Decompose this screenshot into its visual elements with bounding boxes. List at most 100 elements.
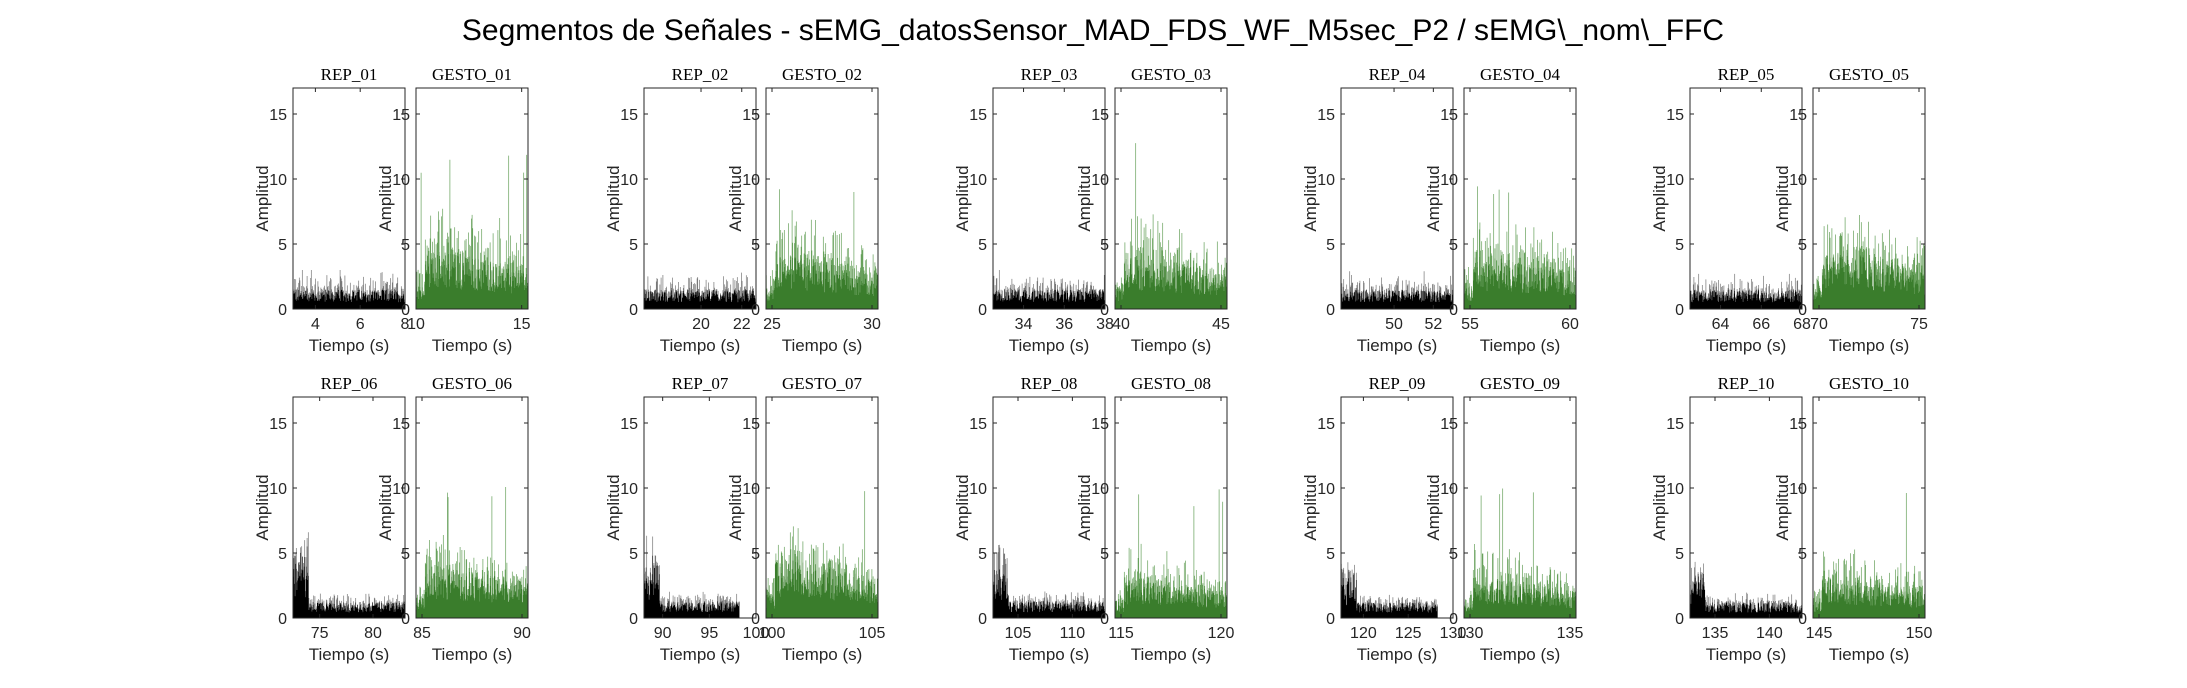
- x-tick-label: 80: [364, 625, 382, 642]
- x-tick-label: 50: [1385, 316, 1403, 333]
- x-axis-label: Tiempo (s): [782, 645, 863, 664]
- y-tick-label: 5: [629, 546, 638, 563]
- subplot-rep-01: 0 5 10 15 4 6 8 REP_01 Tiempo (s) Amplitud: [253, 65, 410, 355]
- subplot-gesto-01: 0 5 10 15 10 15 GESTO_01 Tiempo (s) Amplitud: [376, 65, 531, 355]
- x-axis-label: Tiempo (s): [1706, 336, 1787, 355]
- x-tick-label: 68: [1793, 316, 1811, 333]
- y-tick-label: 15: [1091, 416, 1109, 433]
- y-tick-label: 15: [969, 107, 987, 124]
- y-tick-label: 0: [1675, 611, 1684, 628]
- y-tick-label: 0: [1326, 611, 1335, 628]
- y-tick-label: 5: [1675, 546, 1684, 563]
- subplot-gesto-08: 0 5 10 15 115 120 GESTO_08 Tiempo (s) Amplitud: [1075, 374, 1234, 664]
- y-axis-label: Amplitud: [1075, 474, 1094, 540]
- x-axis-label: Tiempo (s): [1009, 645, 1090, 664]
- x-tick-label: 75: [311, 625, 329, 642]
- y-tick-label: 15: [1440, 416, 1458, 433]
- y-tick-label: 15: [1317, 107, 1335, 124]
- y-tick-label: 0: [278, 611, 287, 628]
- y-axis-label: Amplitud: [1650, 474, 1669, 540]
- y-tick-label: 5: [278, 546, 287, 563]
- subplot-rep-02: 0 5 10 15 20 22 REP_02 Tiempo (s) Amplitud: [604, 65, 757, 355]
- x-tick-label: 25: [763, 316, 781, 333]
- subplot-title: GESTO_03: [1131, 65, 1211, 84]
- x-tick-label: 52: [1424, 316, 1442, 333]
- subplot-title: REP_08: [1021, 374, 1078, 393]
- y-tick-label: 10: [1789, 172, 1807, 189]
- x-tick-label: 90: [513, 625, 531, 642]
- axes-box: [292, 87, 406, 310]
- y-axis-label: Amplitud: [376, 165, 395, 231]
- axes-box: [1463, 396, 1577, 619]
- y-tick-label: 5: [1326, 237, 1335, 254]
- subplot-title: REP_04: [1369, 65, 1426, 84]
- y-tick-label: 15: [1789, 107, 1807, 124]
- y-tick-label: 5: [629, 237, 638, 254]
- axes-background: [1115, 397, 1227, 618]
- axes-background: [293, 397, 405, 618]
- y-tick-label: 10: [1317, 172, 1335, 189]
- subplot-title: REP_10: [1718, 374, 1775, 393]
- subplot-rep-03: 0 5 10 15 34 36 38 REP_03 Tiempo (s) Amplitud: [953, 65, 1114, 355]
- axes-background: [1341, 88, 1453, 309]
- x-axis-label: Tiempo (s): [1829, 336, 1910, 355]
- x-tick-label: 4: [311, 316, 320, 333]
- x-axis-label: Tiempo (s): [1131, 645, 1212, 664]
- subplot-rep-05: 0 5 10 15 64 66 68 REP_05 Tiempo (s) Amplitud: [1650, 65, 1811, 355]
- x-tick-label: 125: [1395, 625, 1422, 642]
- y-tick-label: 10: [1091, 172, 1109, 189]
- subplot-gesto-05: 0 5 10 15 70 75 GESTO_05 Tiempo (s) Amplitud: [1773, 65, 1928, 355]
- x-axis-label: Tiempo (s): [1131, 336, 1212, 355]
- subplot-title: GESTO_01: [432, 65, 512, 84]
- y-tick-label: 0: [629, 302, 638, 319]
- y-tick-label: 0: [1449, 302, 1458, 319]
- x-tick-label: 130: [1440, 625, 1467, 642]
- subplot-gesto-10: 0 5 10 15 145 150 GESTO_10 Tiempo (s) Amplitud: [1773, 374, 1932, 664]
- y-tick-label: 10: [742, 172, 760, 189]
- x-tick-label: 15: [513, 316, 531, 333]
- y-tick-label: 10: [269, 481, 287, 498]
- y-tick-label: 15: [1666, 416, 1684, 433]
- y-tick-label: 10: [269, 172, 287, 189]
- subplot-gesto-06: 0 5 10 15 85 90 GESTO_06 Tiempo (s) Amplitud: [376, 374, 531, 664]
- axes-background: [1690, 397, 1802, 618]
- subplot-title: REP_05: [1718, 65, 1775, 84]
- y-tick-label: 10: [1317, 481, 1335, 498]
- y-tick-label: 10: [392, 481, 410, 498]
- y-axis-label: Amplitud: [1424, 474, 1443, 540]
- y-tick-label: 0: [1100, 611, 1109, 628]
- x-tick-label: 40: [1112, 316, 1130, 333]
- subplot-title: GESTO_08: [1131, 374, 1211, 393]
- axes-background: [1341, 397, 1453, 618]
- x-tick-label: 64: [1712, 316, 1730, 333]
- y-axis-label: Amplitud: [1301, 474, 1320, 540]
- x-tick-label: 22: [733, 316, 751, 333]
- x-tick-label: 105: [859, 625, 886, 642]
- axes-box: [1812, 87, 1926, 310]
- subplot-gesto-02: 0 5 10 15 25 30 GESTO_02 Tiempo (s) Amplitud: [726, 65, 881, 355]
- y-tick-label: 10: [742, 481, 760, 498]
- axes-background: [644, 88, 756, 309]
- y-axis-label: Amplitud: [604, 474, 623, 540]
- y-axis-label: Amplitud: [726, 474, 745, 540]
- y-tick-label: 5: [1449, 546, 1458, 563]
- subplot-title: GESTO_05: [1829, 65, 1909, 84]
- y-tick-label: 5: [751, 237, 760, 254]
- y-tick-label: 0: [401, 611, 410, 628]
- axes-box: [292, 396, 406, 619]
- y-tick-label: 15: [392, 107, 410, 124]
- axes-box: [765, 396, 879, 619]
- y-axis-label: Amplitud: [1075, 165, 1094, 231]
- x-tick-label: 20: [692, 316, 710, 333]
- x-tick-label: 55: [1461, 316, 1479, 333]
- y-tick-label: 5: [401, 237, 410, 254]
- y-axis-label: Amplitud: [376, 474, 395, 540]
- subplot-gesto-03: 0 5 10 15 40 45 GESTO_03 Tiempo (s) Amplitud: [1075, 65, 1230, 355]
- y-tick-label: 0: [1449, 611, 1458, 628]
- y-tick-label: 10: [1091, 481, 1109, 498]
- x-tick-label: 120: [1350, 625, 1377, 642]
- y-tick-label: 5: [1798, 546, 1807, 563]
- axes-box: [1463, 87, 1577, 310]
